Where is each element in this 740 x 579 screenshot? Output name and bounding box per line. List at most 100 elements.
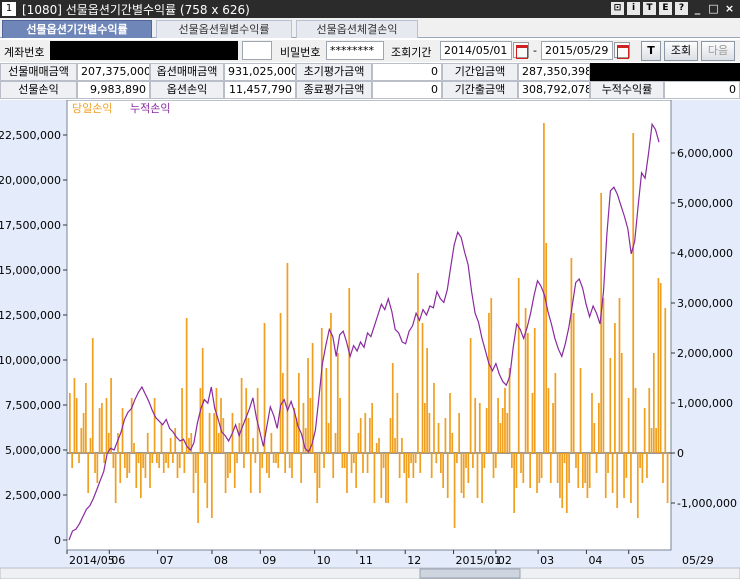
daily-pnl-bar: [426, 348, 428, 453]
daily-pnl-bar: [412, 453, 415, 478]
maximize-button[interactable]: □: [708, 2, 719, 15]
legend-cumulative-pnl: 누적손익: [130, 102, 170, 115]
futures-trade-amount-value: 207,375,000: [77, 63, 150, 81]
text-icon[interactable]: T: [643, 2, 656, 15]
link-icon[interactable]: ⊡: [611, 2, 624, 15]
daily-pnl-bar: [355, 453, 357, 488]
account-name-field[interactable]: [242, 41, 272, 60]
calendar-icon[interactable]: [513, 42, 529, 59]
daily-pnl-bar: [185, 318, 188, 453]
daily-pnl-bar: [410, 453, 412, 463]
daily-pnl-bar: [478, 403, 481, 453]
daily-pnl-bar: [224, 453, 227, 493]
daily-pnl-bar: [142, 453, 144, 468]
calendar-icon[interactable]: [614, 42, 630, 59]
cumulative-return-value: 0: [664, 81, 740, 99]
daily-pnl-bar: [348, 288, 351, 453]
x-axis-tick-label: 04: [588, 554, 602, 567]
daily-pnl-bar: [162, 453, 165, 473]
daily-pnl-bar: [488, 313, 490, 453]
daily-pnl-bar: [69, 393, 71, 453]
daily-pnl-bar: [568, 453, 570, 483]
daily-pnl-bar: [112, 453, 115, 468]
plot-area: [66, 100, 672, 551]
daily-pnl-bar: [176, 453, 179, 478]
password-field[interactable]: ********: [326, 41, 384, 60]
next-button[interactable]: 다음: [701, 41, 735, 61]
help-icon[interactable]: ?: [675, 2, 688, 15]
daily-pnl-bar: [288, 453, 291, 468]
daily-pnl-bar: [78, 453, 80, 463]
daily-pnl-bar: [128, 453, 131, 473]
options-trade-amount-value: 931,025,000: [224, 63, 296, 81]
daily-pnl-bar: [227, 453, 229, 478]
summary-table: 선물매매금액 207,375,000 옵션매매금액 931,025,000 초기…: [0, 63, 740, 99]
tab-monthly-returns[interactable]: 선물옵션월별수익률: [156, 20, 292, 38]
daily-pnl-bar: [343, 453, 346, 468]
excel-icon[interactable]: E: [659, 2, 672, 15]
minimize-button[interactable]: _: [694, 2, 701, 15]
daily-pnl-bar: [485, 408, 488, 453]
daily-pnl-bar: [430, 453, 433, 478]
chart-scrollbar[interactable]: [0, 567, 740, 579]
query-button[interactable]: 조회: [664, 41, 698, 61]
daily-pnl-bar: [160, 423, 163, 453]
tab-execution-pnl[interactable]: 선물옵션체결손익: [296, 20, 418, 38]
daily-pnl-bar: [130, 398, 133, 453]
daily-pnl-bar: [595, 453, 598, 473]
daily-pnl-bar: [382, 453, 385, 468]
daily-pnl-bar: [611, 453, 614, 493]
daily-pnl-bar: [286, 263, 289, 453]
pnl-chart: 0 2,500,000 5,000,000 7,500,000 10,000,000 12…: [0, 100, 740, 579]
daily-pnl-bar: [82, 413, 85, 453]
daily-pnl-bar: [135, 453, 138, 488]
daily-pnl-bar: [405, 453, 408, 503]
daily-pnl-bar: [341, 453, 344, 468]
daily-pnl-bar: [504, 388, 506, 453]
daily-pnl-bar: [657, 278, 660, 453]
daily-pnl-bar: [91, 338, 94, 453]
daily-pnl-bar: [243, 453, 245, 468]
daily-pnl-bar: [543, 123, 545, 453]
daily-pnl-bar: [639, 453, 641, 468]
daily-pnl-bar: [646, 453, 648, 478]
t-button[interactable]: T: [641, 41, 661, 61]
daily-pnl-bar: [101, 403, 103, 453]
futures-pnl-value: 9,983,890: [77, 81, 150, 99]
x-axis-tick-label: 05: [631, 554, 645, 567]
pnl-chart-svg: 0 2,500,000 5,000,000 7,500,000 10,000,000 12…: [0, 100, 740, 579]
daily-pnl-bar: [114, 453, 117, 503]
daily-pnl-bar: [144, 453, 147, 478]
daily-pnl-bar: [169, 438, 172, 453]
daily-pnl-bar: [192, 453, 195, 493]
daily-pnl-bar: [167, 453, 170, 468]
daily-pnl-bar: [616, 453, 619, 508]
close-button[interactable]: ×: [724, 2, 735, 15]
daily-pnl-bar: [332, 453, 335, 478]
end-date-field[interactable]: 2015/05/29: [541, 41, 613, 60]
daily-pnl-bar: [295, 418, 298, 453]
daily-pnl-bar: [181, 388, 183, 453]
daily-pnl-bar: [215, 388, 218, 453]
daily-pnl-bar: [121, 408, 124, 453]
account-number-field[interactable]: [50, 41, 238, 60]
daily-pnl-bar: [110, 378, 112, 453]
daily-pnl-bar: [165, 453, 167, 463]
daily-pnl-bar: [538, 453, 541, 483]
right-axis-tick-label: 5,000,000: [677, 197, 733, 210]
daily-pnl-bar: [87, 453, 90, 493]
daily-pnl-bar: [105, 398, 108, 453]
tab-period-returns[interactable]: 선물옵션기간별수익률: [2, 20, 152, 38]
daily-pnl-bar: [419, 453, 422, 473]
chart-scrollbar-thumb[interactable]: [419, 568, 521, 579]
daily-pnl-bar: [533, 328, 536, 453]
daily-pnl-bar: [391, 363, 394, 453]
start-date-field[interactable]: 2014/05/01: [440, 41, 512, 60]
daily-pnl-bar: [300, 453, 303, 483]
right-axis-tick-label: -1,000,000: [677, 497, 737, 510]
daily-pnl-bar: [556, 453, 559, 483]
final-valuation-label: 종료평가금액: [296, 81, 372, 99]
daily-pnl-bar: [401, 438, 403, 453]
daily-pnl-bar: [446, 453, 449, 498]
info-icon[interactable]: i: [627, 2, 640, 15]
